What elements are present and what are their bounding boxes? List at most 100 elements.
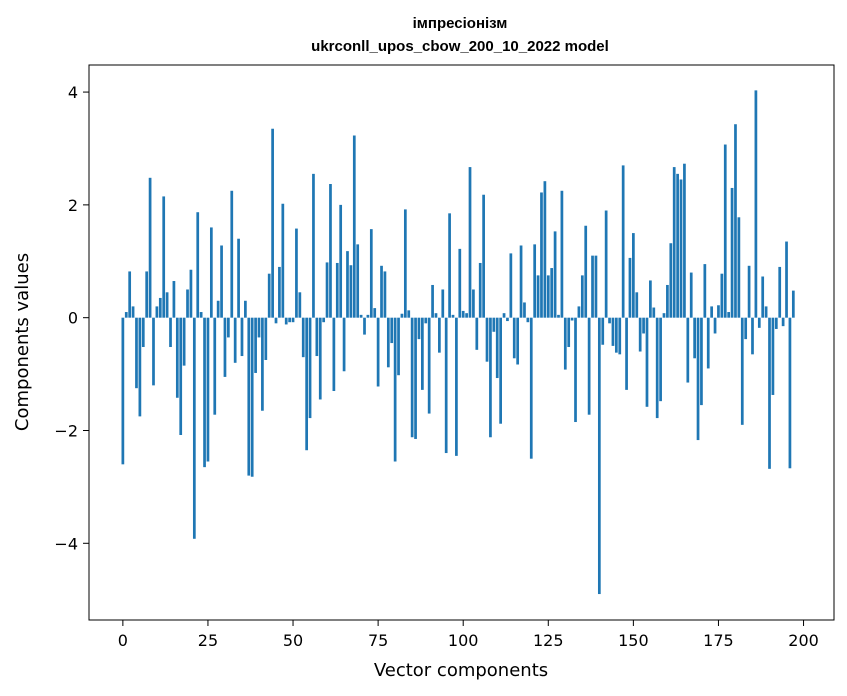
bar-87 (417, 317, 421, 340)
x-tick-label: 175 (703, 631, 734, 650)
bar-34 (237, 238, 240, 318)
bar-70 (359, 314, 363, 318)
bar-27 (213, 317, 217, 415)
bar-25 (206, 317, 210, 462)
bar-90 (427, 317, 431, 414)
bar-110 (495, 317, 499, 379)
bar-79 (390, 317, 394, 344)
bar-26 (209, 227, 213, 318)
bar-138 (591, 255, 594, 318)
bar-36 (244, 300, 247, 318)
bar-39 (254, 317, 257, 373)
y-axis-label: Components values (12, 253, 33, 431)
bar-133 (574, 317, 577, 423)
bar-195 (785, 241, 788, 318)
bar-62 (332, 317, 336, 392)
bar-142 (604, 210, 608, 318)
bar-115 (512, 317, 516, 359)
bar-116 (516, 317, 520, 365)
bar-86 (414, 317, 417, 439)
bar-19 (186, 289, 189, 318)
bar-66 (346, 251, 349, 318)
bar-32 (230, 190, 234, 318)
bar-148 (625, 317, 628, 390)
y-tick-label: 0 (68, 309, 78, 328)
bar-103 (472, 289, 475, 318)
bar-191 (771, 317, 775, 395)
bar-131 (567, 317, 571, 348)
bars-group (121, 90, 795, 595)
bar-93 (438, 317, 441, 353)
bar-160 (666, 284, 669, 318)
bar-58 (318, 317, 322, 400)
bar-44 (271, 128, 274, 318)
bar-184 (747, 265, 751, 318)
bar-114 (509, 253, 513, 318)
bar-13 (165, 292, 169, 318)
bar-159 (662, 313, 666, 318)
bar-162 (672, 167, 676, 318)
bar-83 (403, 209, 407, 318)
bar-101 (465, 313, 468, 318)
bar-38 (250, 317, 254, 477)
bar-111 (499, 317, 503, 424)
bar-98 (455, 317, 458, 456)
bar-106 (482, 194, 485, 318)
bar-127 (553, 231, 557, 318)
bar-182 (740, 317, 744, 425)
bar-72 (366, 314, 370, 318)
bar-97 (451, 314, 455, 318)
bar-196 (788, 317, 792, 469)
bar-155 (649, 280, 652, 318)
bar-177 (723, 144, 727, 318)
bar-14 (169, 317, 172, 348)
bar-181 (737, 217, 741, 318)
bar-117 (519, 245, 523, 318)
bar-53 (301, 317, 305, 358)
bar-21 (192, 317, 196, 539)
x-tick-label: 50 (283, 631, 303, 650)
bar-29 (220, 245, 223, 318)
bar-121 (533, 244, 537, 318)
bar-185 (751, 317, 754, 355)
bar-15 (172, 281, 176, 318)
bar-89 (424, 317, 428, 324)
bar-193 (778, 266, 782, 318)
bar-71 (363, 317, 366, 335)
bar-170 (700, 317, 703, 406)
bar-54 (305, 317, 309, 451)
y-tick-label: −2 (54, 421, 78, 440)
y-tick-label: 4 (68, 83, 78, 102)
bar-48 (284, 317, 288, 325)
x-tick-label: 200 (788, 631, 819, 650)
bar-73 (369, 229, 373, 318)
bar-12 (162, 196, 166, 318)
bar-82 (400, 313, 404, 318)
bar-96 (448, 213, 451, 318)
plot-frame (88, 64, 835, 621)
bar-105 (478, 262, 482, 318)
bar-55 (308, 317, 312, 419)
bar-24 (203, 317, 206, 468)
bar-136 (584, 225, 588, 318)
bar-178 (727, 312, 731, 318)
bar-31 (227, 317, 230, 338)
bar-37 (247, 317, 251, 476)
bar-84 (407, 310, 411, 318)
bar-57 (315, 317, 319, 357)
bar-40 (257, 317, 261, 338)
bar-163 (676, 173, 679, 318)
bar-143 (608, 317, 611, 324)
bar-68 (352, 135, 356, 318)
bar-158 (659, 317, 662, 402)
bar-175 (717, 305, 720, 318)
bar-0 (121, 317, 125, 465)
bar-130 (563, 317, 567, 370)
bar-119 (526, 317, 530, 323)
bar-179 (730, 187, 734, 318)
bar-43 (267, 273, 271, 318)
bar-65 (342, 317, 346, 372)
y-tick-label: −4 (54, 534, 78, 553)
bar-189 (764, 306, 768, 318)
